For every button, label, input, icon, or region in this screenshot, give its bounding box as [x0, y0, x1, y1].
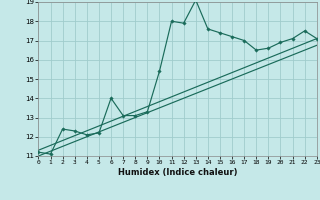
X-axis label: Humidex (Indice chaleur): Humidex (Indice chaleur) [118, 168, 237, 177]
